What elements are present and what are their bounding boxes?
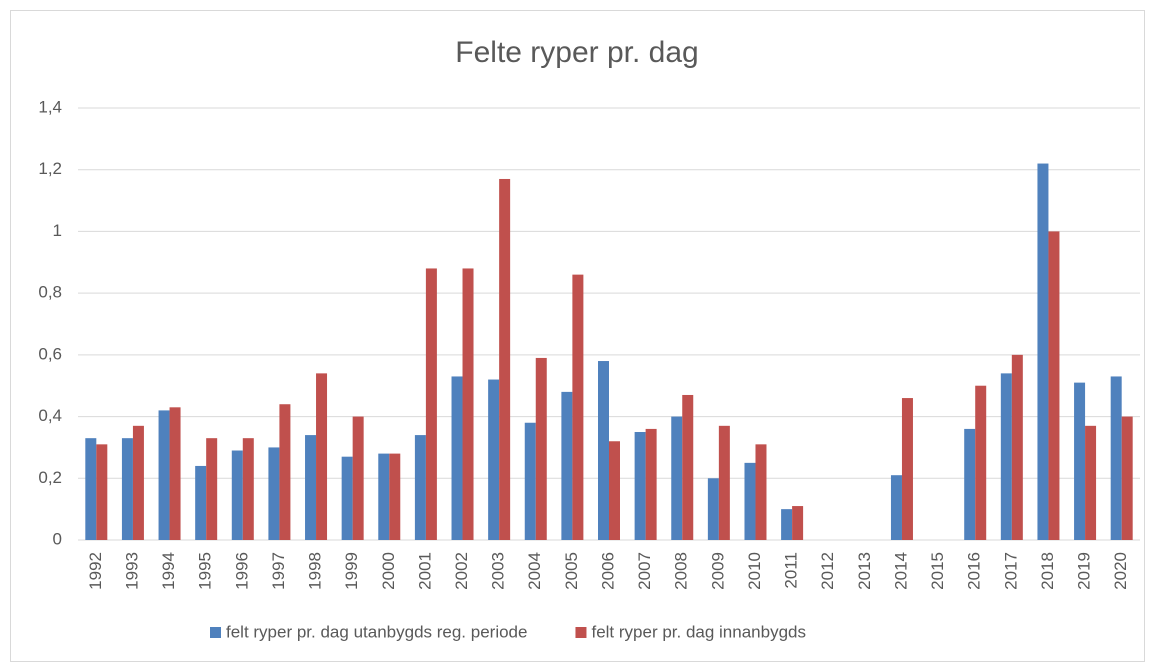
x-tick-label: 2012	[818, 552, 837, 590]
bar	[1048, 231, 1060, 540]
bar	[121, 438, 133, 540]
x-tick-label: 1994	[159, 552, 178, 590]
bar	[1110, 376, 1122, 540]
bar	[901, 398, 913, 540]
bar	[378, 453, 390, 540]
x-tick-label: 1997	[269, 552, 288, 590]
bar	[1011, 354, 1023, 540]
x-tick-label: 1999	[342, 552, 361, 590]
bar	[975, 385, 987, 540]
x-tick-label: 2007	[635, 552, 654, 590]
x-tick-label: 2016	[965, 552, 984, 590]
y-tick-label: 0,6	[38, 344, 62, 363]
bar	[755, 444, 767, 540]
x-tick-label: 2020	[1111, 552, 1130, 590]
x-tick-label: 2000	[379, 552, 398, 590]
bar	[890, 475, 902, 540]
bar	[132, 425, 144, 540]
bar	[671, 416, 683, 540]
x-tick-label: 2011	[782, 552, 801, 589]
x-tick-label: 2005	[562, 552, 581, 590]
bar	[792, 506, 804, 540]
bar	[598, 361, 609, 540]
bar	[535, 357, 547, 540]
bar	[242, 438, 254, 540]
x-tick-label: 2013	[855, 552, 874, 590]
bar	[96, 444, 108, 540]
bar	[1085, 425, 1097, 540]
legend-label: felt ryper pr. dag utanbygds reg. period…	[226, 622, 527, 641]
x-tick-label: 2008	[672, 552, 691, 590]
x-tick-label: 2001	[415, 552, 434, 590]
x-tick-label: 1998	[306, 552, 325, 590]
bar	[1037, 163, 1049, 541]
x-tick-label: 2014	[891, 552, 910, 590]
bar	[414, 435, 426, 540]
x-tick-label: 2002	[452, 552, 471, 590]
y-tick-label: 1	[53, 221, 62, 240]
bar	[1121, 416, 1133, 540]
x-tick-label: 2017	[1001, 552, 1020, 590]
bar	[462, 268, 474, 540]
legend-label: felt ryper pr. dag innanbygds	[591, 622, 806, 641]
bar	[488, 379, 500, 540]
y-tick-label: 0	[53, 529, 62, 548]
bar	[645, 428, 657, 540]
bar	[964, 428, 976, 540]
bar	[158, 410, 170, 540]
bar	[169, 407, 181, 540]
bar	[206, 438, 218, 540]
bar	[634, 432, 646, 540]
x-tick-label: 1992	[86, 552, 105, 590]
bar	[389, 453, 401, 540]
x-tick-label: 2010	[745, 552, 764, 590]
bar	[561, 391, 573, 540]
x-tick-label: 1996	[232, 552, 251, 590]
y-tick-label: 0,2	[38, 468, 62, 487]
bar	[85, 438, 97, 540]
bar	[341, 456, 353, 540]
bar	[425, 268, 437, 540]
bar	[524, 422, 536, 540]
bar	[279, 404, 291, 540]
bar	[305, 435, 317, 540]
x-tick-label: 2003	[489, 552, 508, 590]
bar	[744, 462, 756, 540]
bar	[231, 450, 243, 540]
y-tick-label: 1,2	[38, 159, 62, 178]
x-tick-label: 1995	[196, 552, 215, 590]
x-tick-label: 2006	[598, 552, 617, 590]
bar	[316, 373, 328, 540]
x-tick-label: 1993	[122, 552, 141, 590]
x-tick-label: 2009	[708, 552, 727, 590]
x-tick-label: 2015	[928, 552, 947, 590]
bar	[1000, 373, 1012, 540]
bar	[268, 447, 280, 540]
x-tick-label: 2004	[525, 552, 544, 590]
bar	[682, 394, 694, 540]
legend-swatch	[575, 627, 587, 638]
chart-title: Felte ryper pr. dag	[455, 36, 698, 69]
bar	[707, 478, 719, 540]
legend-swatch	[210, 627, 221, 638]
y-tick-label: 0,8	[38, 283, 62, 302]
x-tick-label: 2019	[1075, 552, 1094, 590]
bar	[195, 465, 207, 540]
y-tick-label: 0,4	[38, 406, 62, 425]
bar	[781, 509, 793, 540]
bar	[352, 416, 364, 540]
bar	[499, 178, 511, 540]
bar	[572, 274, 584, 540]
bar	[718, 425, 730, 540]
y-tick-label: 1,4	[38, 97, 62, 116]
bar	[451, 376, 463, 540]
bar	[609, 441, 620, 540]
bar	[1074, 382, 1086, 540]
x-tick-label: 2018	[1038, 552, 1057, 590]
